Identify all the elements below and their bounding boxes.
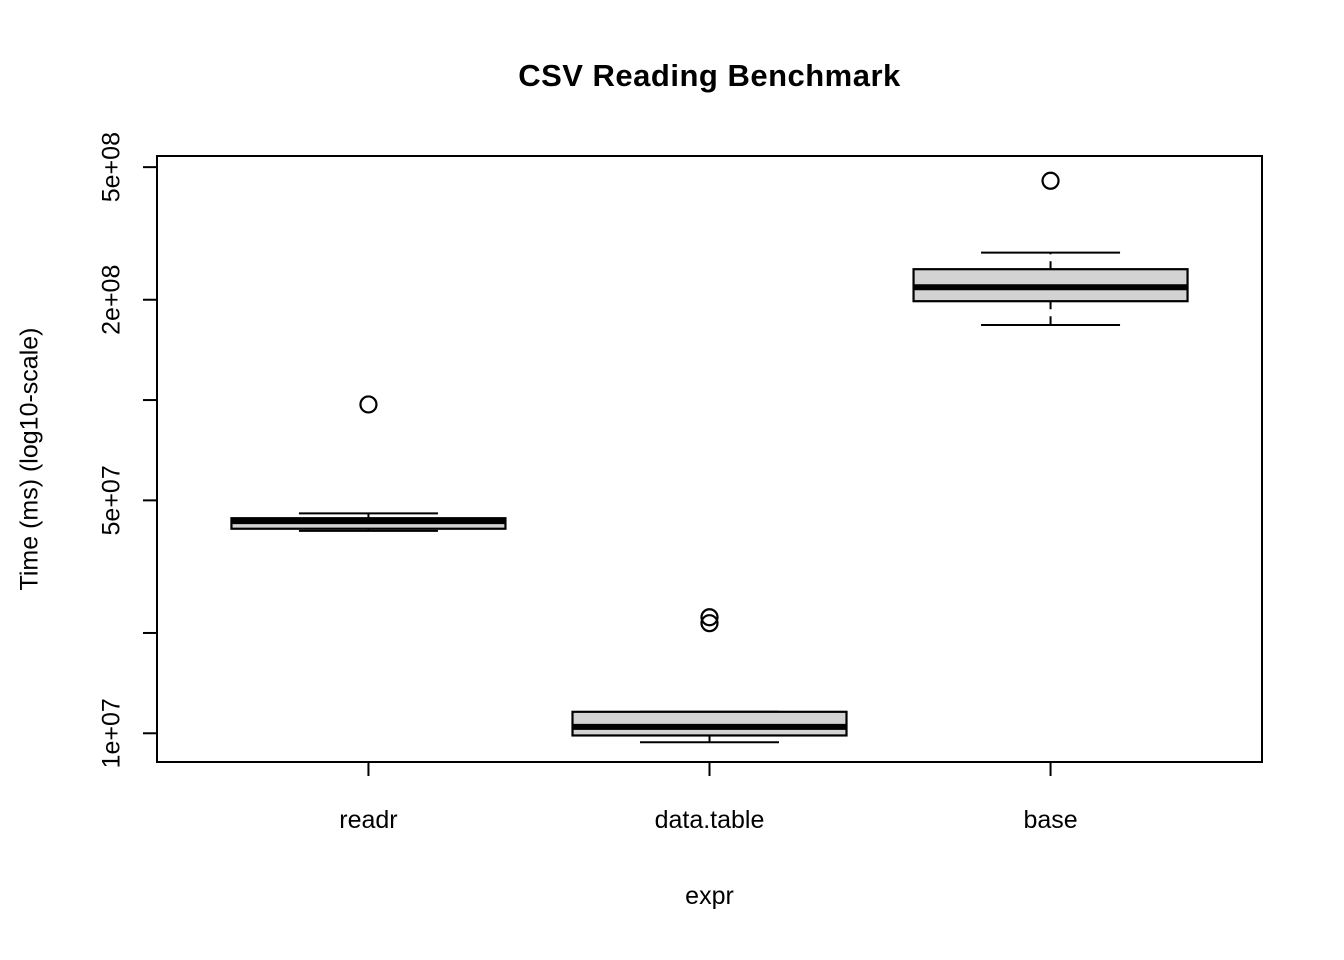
outlier-point-data-table [700,608,719,627]
y-tick-label: 5e+07 [98,465,126,535]
outlier-point-data-table [700,614,719,633]
x-tick-label-data.table: data.table [655,806,765,834]
plot-border [156,155,1263,763]
x-tick-label-base: base [1023,806,1077,834]
box-data-table [571,710,848,737]
chart-title: CSV Reading Benchmark [518,58,901,93]
y-tick-label: 1e+07 [98,698,126,768]
outlier-point-readr [359,395,378,414]
y-tick-label: 5e+08 [98,132,126,202]
x-axis-title: expr [685,882,734,910]
y-tick-label: 2e+08 [98,265,126,335]
x-tick-label-readr: readr [339,806,397,834]
outlier-point-base [1041,171,1060,190]
y-axis-title: Time (ms) (log10-scale) [15,327,44,591]
